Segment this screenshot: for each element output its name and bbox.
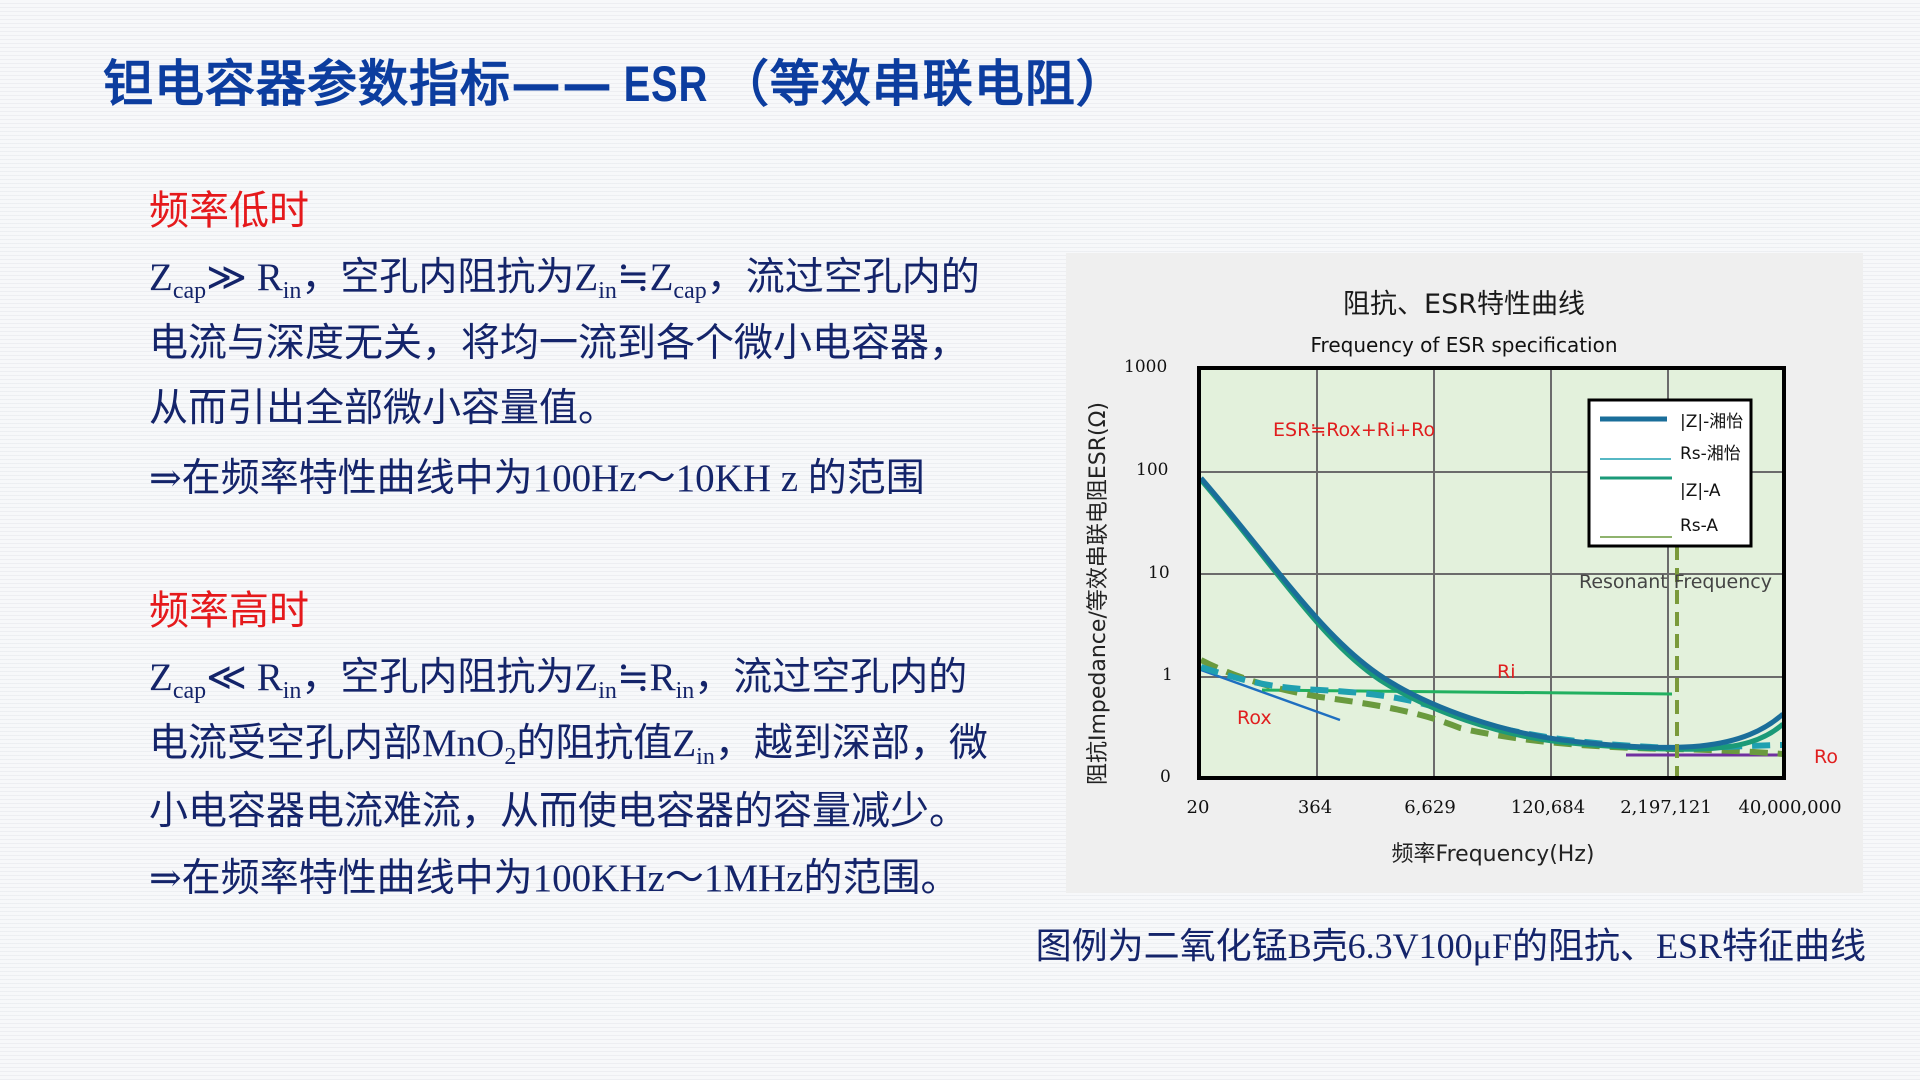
low-freq-line-3: 从而引出全部微小容量值。: [149, 387, 618, 430]
x-tick-6629: 6,629: [1404, 797, 1456, 818]
x-tick-120684: 120,684: [1510, 797, 1586, 818]
legend-label-z-a: |Z|-A: [1680, 481, 1721, 501]
plot-frame: [1197, 366, 1786, 780]
chart-subtitle: Frequency of ESR specification: [1310, 333, 1618, 357]
ri-label: Ri: [1497, 661, 1516, 683]
esr-formula-label: ESR≒Rox+Ri+Ro: [1273, 419, 1436, 441]
title-esr: ESR: [623, 56, 709, 112]
high-freq-line-2: 电流受空孔内部MnO2的阻抗值Zin，越到深部，微: [149, 722, 988, 770]
chart-title: 阻抗、ESR特性曲线: [1343, 289, 1585, 320]
legend-label-z-xiangyi: |Z|-湘怡: [1680, 412, 1744, 432]
title-suffix: （等效串联电阻）: [718, 55, 1127, 113]
low-freq-heading: 频率低时: [149, 188, 309, 234]
ro-label: Ro: [1814, 746, 1838, 768]
x-axis-label: 频率Frequency(Hz): [1391, 842, 1595, 867]
legend-label-rs-xiangyi: Rs-湘怡: [1680, 444, 1741, 464]
high-freq-line-1: Zcap≪ Rin，空孔内阻抗为Zin≒Rin，流过空孔内的: [149, 656, 968, 704]
rox-label: Rox: [1237, 707, 1272, 729]
z-xiangyi-curve: [1199, 476, 1785, 750]
x-tick-20: 20: [1186, 797, 1210, 818]
legend-box: [1587, 398, 1753, 548]
x-tick-364: 364: [1297, 797, 1333, 818]
slide-title: 钽电容器参数指标—— ESR （等效串联电阻）: [103, 44, 1127, 116]
rox-line: [1200, 668, 1341, 722]
ri-line: [1261, 688, 1673, 696]
x-tick-40000000: 40,000,000: [1738, 797, 1842, 818]
z-a-curve: [1199, 478, 1785, 752]
x-tick-2197121: 2,197,121: [1620, 797, 1712, 818]
y-tick-1000: 1000: [1124, 357, 1168, 377]
y-tick-1: 1: [1162, 665, 1173, 685]
legend-label-rs-a: Rs-A: [1680, 516, 1719, 536]
chart-caption: 图例为二氧化锰B壳6.3V100μF的阻抗、ESR特征曲线: [1035, 926, 1866, 966]
high-freq-line-3: 小电容器电流难流，从而使电容器的容量减少。: [149, 790, 969, 833]
high-freq-heading: 频率高时: [149, 588, 309, 634]
y-tick-100: 100: [1136, 460, 1169, 480]
low-freq-line-4: ⇒在频率特性曲线中为100Hz～10KH z 的范围: [149, 457, 925, 500]
y-tick-10: 10: [1148, 563, 1170, 583]
low-freq-line-1: Zcap≫ Rin，空孔内阻抗为Zin≒Zcap，流过空孔内的: [149, 256, 980, 304]
y-tick-0: 0: [1160, 767, 1171, 787]
resonant-frequency-label: Resonant Frequency: [1579, 571, 1772, 593]
title-prefix: 钽电容器参数指标——: [103, 55, 613, 113]
low-freq-line-2: 电流与深度无关，将均一流到各个微小电容器，: [149, 322, 969, 365]
high-freq-line-4: ⇒在频率特性曲线中为100KHz～1MHz的范围。: [149, 857, 960, 900]
